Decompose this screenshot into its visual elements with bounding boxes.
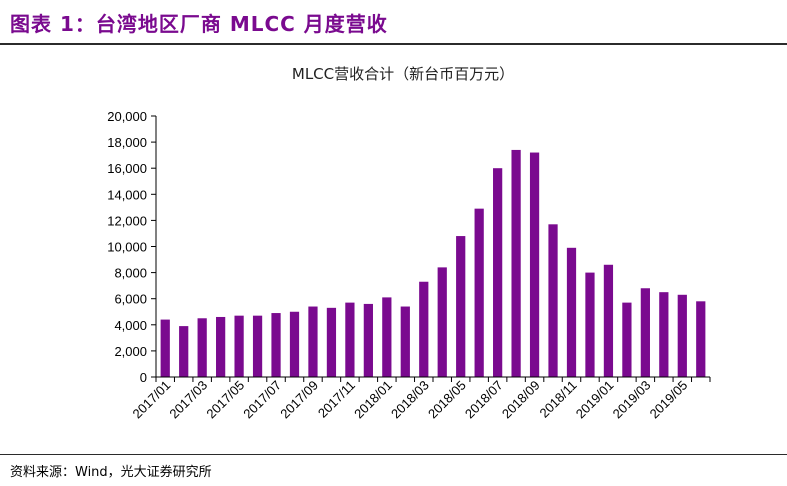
x-tick-label: 2018/05	[425, 378, 469, 422]
y-axis: 0 2,000 4,000 6,000 8,000 10,000 12,000 14,000 1…	[107, 109, 157, 385]
x-tick-label: 2018/03	[388, 378, 432, 422]
x-tick-label: 2018/11	[536, 378, 579, 421]
bar-2017-12	[363, 303, 373, 377]
top-divider	[0, 43, 787, 45]
bar-2018-04	[437, 267, 447, 377]
bar-2017-10	[326, 307, 337, 377]
bar-2017-11	[345, 302, 355, 377]
x-tick-label: 2017/01	[130, 378, 174, 422]
bar-2019-04	[659, 292, 669, 377]
y-tick-label: 16,000	[107, 161, 147, 176]
bar-2018-12	[585, 272, 595, 377]
bar-2018-06	[474, 208, 484, 377]
y-tick-label: 0	[140, 370, 147, 385]
bar-2019-05	[677, 294, 687, 377]
y-tick-label: 12,000	[107, 213, 147, 228]
y-tick-label: 14,000	[107, 187, 147, 202]
bar-2017-03	[197, 318, 207, 377]
x-tick-label: 2018/07	[462, 378, 506, 422]
bar-2018-08	[511, 149, 521, 377]
bar-2017-06	[252, 315, 263, 377]
y-tick-label: 2,000	[114, 344, 147, 359]
x-tick-label: 2017/05	[203, 378, 247, 422]
y-tick-label: 20,000	[107, 109, 147, 124]
bar-2017-07	[271, 313, 281, 377]
bar-2017-04	[216, 316, 226, 377]
bottom-divider	[0, 454, 787, 455]
x-tick-label: 2017/11	[315, 378, 358, 421]
bar-2019-06	[696, 301, 706, 377]
y-tick-label: 4,000	[114, 318, 147, 333]
x-tick-label: 2019/03	[610, 378, 654, 422]
x-tick-label: 2017/03	[166, 378, 210, 422]
bar-2019-03	[640, 288, 650, 377]
bar-2017-09	[308, 306, 318, 377]
bar-2018-01	[382, 297, 392, 377]
bar-2017-08	[289, 311, 300, 377]
bar-2018-02	[400, 306, 410, 377]
x-tick-label: 2017/07	[240, 378, 284, 422]
bar-2017-02	[179, 326, 189, 377]
bar-2017-01	[160, 319, 170, 377]
bar-2018-10	[548, 224, 558, 377]
y-tick-label: 18,000	[107, 135, 147, 150]
y-tick-label: 10,000	[107, 240, 147, 255]
chart-title: MLCC营收合计（新台币百万元）	[292, 65, 514, 83]
bar-2017-05	[234, 315, 244, 377]
bar-2018-07	[493, 168, 503, 377]
x-tick-label: 2017/09	[277, 378, 321, 422]
bar-2019-01	[603, 264, 614, 377]
source-note: 资料来源：Wind，光大证券研究所	[10, 465, 212, 480]
bar-2019-02	[622, 302, 632, 377]
x-axis: 2017/012017/032017/052017/072017/092017/…	[130, 376, 711, 422]
x-tick-label: 2018/09	[499, 378, 543, 422]
y-tick-label: 8,000	[114, 266, 147, 281]
bar-2018-05	[456, 236, 466, 377]
bar-2018-09	[529, 152, 540, 377]
x-tick-label: 2019/05	[647, 378, 691, 422]
y-tick-label: 6,000	[114, 292, 147, 307]
figure-title: 图表 1：台湾地区厂商 MLCC 月度营收	[10, 12, 388, 36]
bar-2018-11	[566, 247, 577, 377]
bars-group	[160, 149, 706, 377]
bar-2018-03	[419, 281, 429, 377]
x-tick-label: 2018/01	[351, 378, 395, 422]
x-tick-label: 2019/01	[573, 378, 617, 422]
